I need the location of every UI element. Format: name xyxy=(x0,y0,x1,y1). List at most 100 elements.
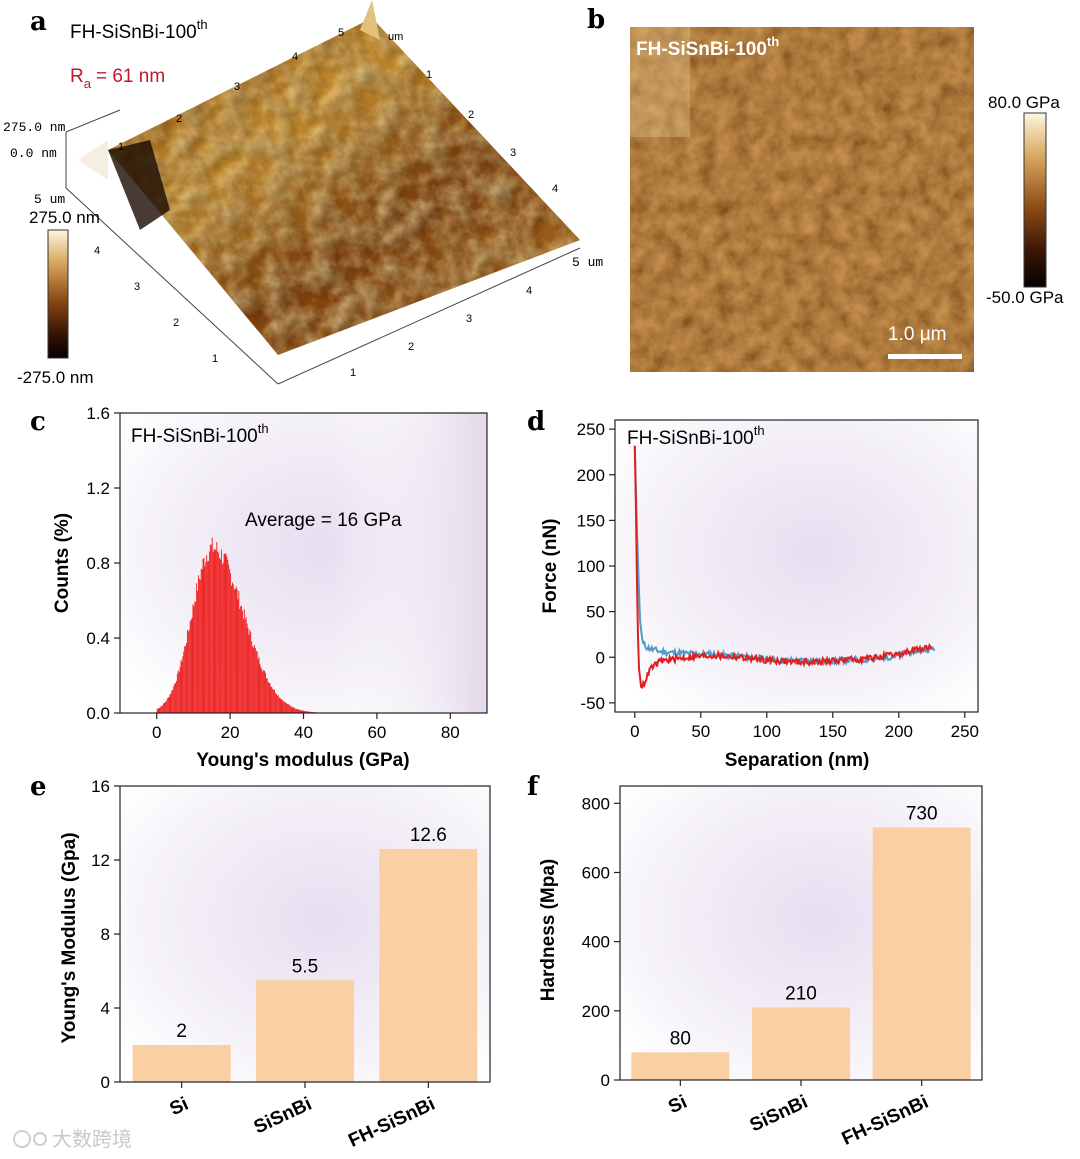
a-side-tick: 3 xyxy=(134,281,140,293)
histogram-bin xyxy=(266,678,268,713)
histogram-bin xyxy=(193,606,195,713)
histogram-bin xyxy=(275,693,276,713)
d-ytick-label: -50 xyxy=(580,694,605,713)
histogram-bin xyxy=(173,686,175,713)
histogram-bin xyxy=(210,544,212,713)
histogram-bin xyxy=(224,553,226,713)
panel-a-ra: Ra = 61 nm xyxy=(70,66,165,91)
histogram-bin xyxy=(260,667,262,713)
f-value-label: 210 xyxy=(785,983,817,1004)
histogram-bin xyxy=(184,646,186,713)
histogram-bin xyxy=(297,709,298,713)
histogram-bin xyxy=(176,673,178,713)
histogram-bin xyxy=(205,562,207,713)
d-xtick-label: 150 xyxy=(819,722,847,741)
histogram-bin xyxy=(277,695,279,713)
histogram-bin xyxy=(252,646,254,713)
panel-c-xlabel: Young's modulus (GPa) xyxy=(196,750,409,771)
c-xtick-label: 40 xyxy=(294,723,313,742)
panel-e-bars: 2 5.5 12.6 xyxy=(132,825,478,1082)
histogram-bin xyxy=(290,706,292,713)
histogram-bin xyxy=(208,560,209,713)
histogram-bin xyxy=(214,548,216,713)
f-ytick-label: 400 xyxy=(582,933,610,952)
histogram-bin xyxy=(197,575,199,713)
colorbar-b-max: 80.0 GPa xyxy=(988,93,1060,112)
histogram-bin xyxy=(298,709,299,713)
f-ytick-label: 800 xyxy=(582,794,610,813)
histogram-bin xyxy=(274,689,276,713)
histogram-bin xyxy=(163,703,165,713)
panel-d-ticks: 0 50 100 150 200 250 -50 0 50 100 150 200 250 xyxy=(577,420,979,741)
histogram-bin xyxy=(234,588,236,713)
panel-a-axes xyxy=(65,109,581,385)
histogram-bin xyxy=(204,566,206,713)
a-front-tick: 1 xyxy=(350,367,356,379)
f-bar xyxy=(631,1052,730,1080)
d-ytick-label: 250 xyxy=(577,420,605,439)
watermark-icon xyxy=(13,1130,31,1148)
histogram-bin xyxy=(181,661,183,713)
panel-a-sample-sup: th xyxy=(197,17,208,32)
histogram-bin xyxy=(306,711,308,713)
histogram-bin xyxy=(301,710,303,713)
histogram-bin xyxy=(186,642,187,713)
histogram-bin xyxy=(267,682,269,713)
e-bar xyxy=(379,848,478,1082)
panel-letter-f: f xyxy=(527,772,540,802)
histogram-bin xyxy=(273,690,275,713)
e-value-label: 5.5 xyxy=(292,956,318,977)
histogram-bin xyxy=(209,551,210,713)
colorbar-a xyxy=(47,229,69,359)
afm-modulus-map xyxy=(630,27,974,372)
a-back-tick: 1 xyxy=(118,141,124,153)
a-front-tick: 3 xyxy=(466,313,472,325)
histogram-bin xyxy=(242,610,243,713)
histogram-bin xyxy=(250,631,252,713)
panel-e: e 2 5.5 12.6 Si SiSnBi FH-SiSnBi 0 4 8 12 16 Youn… xyxy=(30,772,491,1152)
panel-c-ylabel: Counts (%) xyxy=(52,513,73,613)
histogram-bin xyxy=(162,705,164,713)
histogram-bin xyxy=(282,700,284,713)
c-ytick-label: 0.0 xyxy=(86,704,110,723)
c-ytick-label: 0.8 xyxy=(86,554,110,573)
histogram-bin xyxy=(167,697,169,713)
back-axis-label: um xyxy=(388,31,403,43)
histogram-bin xyxy=(212,552,214,713)
watermark: 大数跨境 xyxy=(13,1127,132,1151)
histogram-bin xyxy=(183,651,185,713)
histogram-bin xyxy=(175,682,176,713)
panel-c-annotation: Average = 16 GPa xyxy=(245,510,402,531)
histogram-bin xyxy=(270,686,272,713)
force-curves xyxy=(633,445,936,689)
histogram-bin xyxy=(300,710,302,713)
a-back-tick: 4 xyxy=(292,51,298,63)
histogram-bin xyxy=(216,542,218,713)
histogram-bin xyxy=(298,709,300,713)
histogram-bin xyxy=(159,707,161,713)
a-back-tick: 3 xyxy=(234,81,240,93)
panel-a-sample-label: FH-SiSnBi-100th xyxy=(70,17,208,43)
histogram-bin xyxy=(227,560,229,713)
histogram-bin xyxy=(164,701,166,713)
histogram-bin xyxy=(307,711,309,713)
panel-e-ylabel: Young's Modulus (Gpa) xyxy=(59,832,80,1043)
c-xtick-label: 0 xyxy=(152,723,161,742)
f-ytick-label: 600 xyxy=(582,863,610,882)
panel-d-ylabel: Force (nN) xyxy=(540,519,561,614)
histogram-bin xyxy=(275,694,277,713)
histogram-bin xyxy=(285,702,287,713)
panel-letter-d: d xyxy=(527,407,545,437)
panel-a-ticks: 1 2 3 4 1 2 3 4 1 2 3 4 5 1 2 3 4 xyxy=(94,27,558,379)
histogram-bin xyxy=(261,668,263,713)
histogram-bin xyxy=(194,601,196,713)
histogram-bin xyxy=(264,670,265,713)
e-ytick-label: 0 xyxy=(101,1073,110,1092)
a-right-tick: 3 xyxy=(510,147,516,159)
histogram-bin xyxy=(245,616,247,713)
histogram-bin xyxy=(161,705,163,713)
histogram-bin xyxy=(253,647,254,713)
histogram-bin xyxy=(231,582,233,713)
histogram-bin xyxy=(309,711,310,713)
histogram-bin xyxy=(172,689,174,713)
